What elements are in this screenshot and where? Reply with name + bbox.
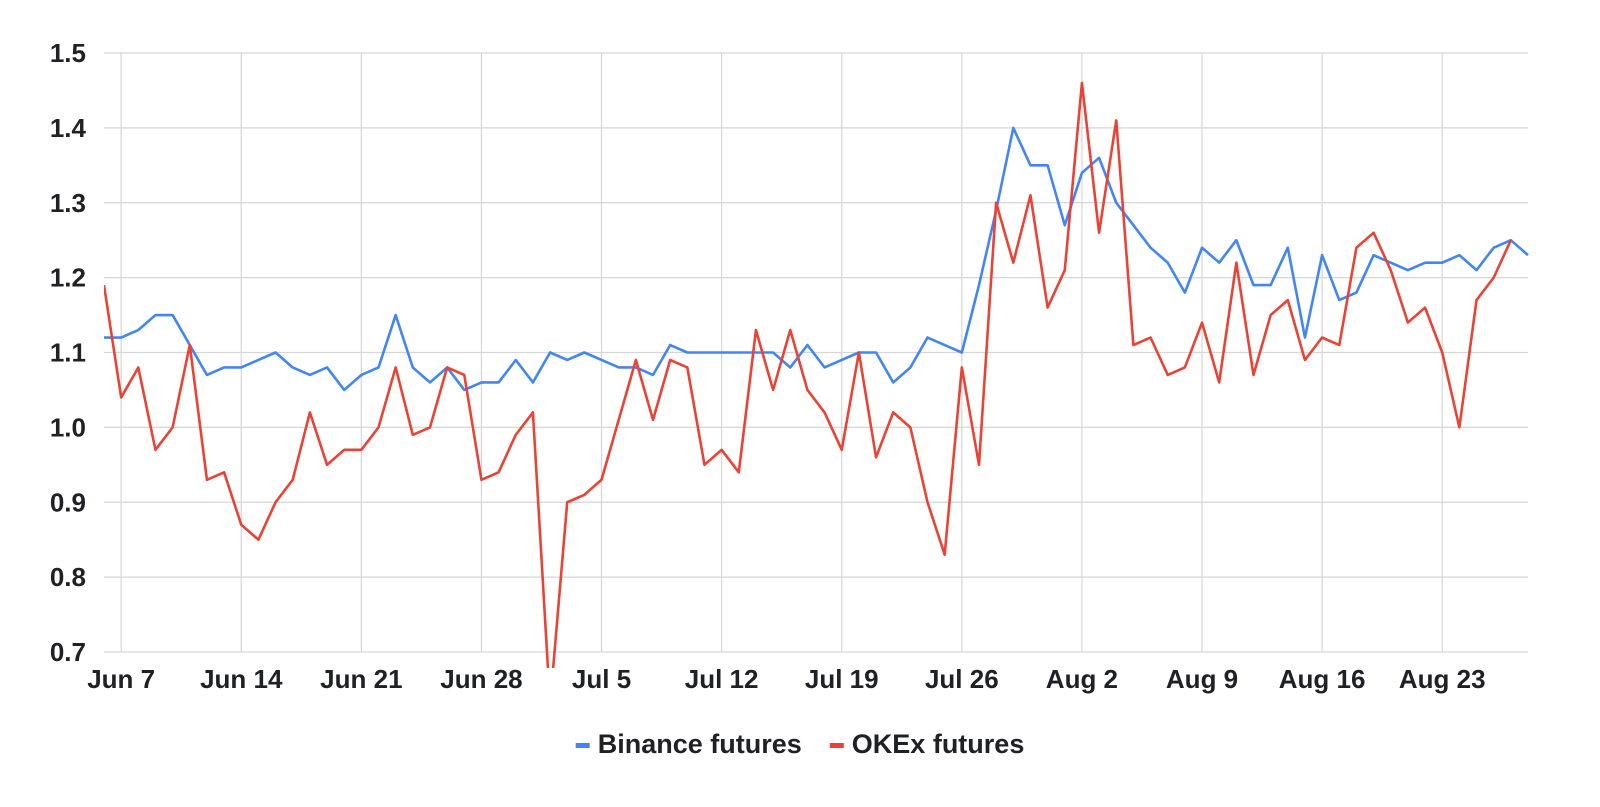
x-tick-label: Aug 2: [1046, 664, 1118, 694]
series-line-okex-futures: [104, 81, 1513, 668]
y-tick-label: 0.9: [50, 487, 86, 517]
x-axis-ticks: Jun 7 Jun 14 Jun 21 Jun 28 Jul 5 Jul 12 Jul 19…: [87, 664, 1485, 694]
y-tick-label: 1.1: [50, 338, 86, 368]
y-axis-ticks: 0.7 0.8 0.9 1.0 1.1 1.2 1.3 1.4 1.5: [50, 38, 87, 667]
x-tick-label: Aug 23: [1399, 664, 1486, 694]
legend-label: OKEx futures: [852, 729, 1025, 759]
x-tick-label: Jul 26: [925, 664, 999, 694]
x-tick-label: Jun 28: [440, 664, 522, 694]
y-tick-label: 0.7: [50, 637, 86, 667]
legend-swatch: [575, 743, 590, 748]
x-tick-label: Jun 7: [87, 664, 155, 694]
y-tick-label: 1.5: [50, 38, 86, 68]
x-tick-label: Jul 5: [572, 664, 631, 694]
legend-label: Binance futures: [598, 729, 802, 759]
legend-swatch: [829, 743, 844, 748]
y-tick-label: 1.4: [50, 113, 87, 143]
series-line-binance-futures: [104, 126, 1529, 392]
x-tick-label: Jul 19: [805, 664, 879, 694]
x-tick-label: Aug 16: [1279, 664, 1366, 694]
x-tick-label: Aug 9: [1166, 664, 1238, 694]
y-tick-label: 1.3: [50, 188, 86, 218]
y-tick-label: 1.0: [50, 412, 86, 442]
legend: Binance futures OKEx futures: [575, 729, 1025, 759]
legend-item: OKEx futures: [829, 729, 1025, 759]
series-lines: [104, 81, 1529, 668]
gridlines: [104, 52, 1528, 653]
x-tick-label: Jul 12: [685, 664, 759, 694]
y-tick-label: 1.2: [50, 263, 86, 293]
x-tick-label: Jun 21: [320, 664, 402, 694]
x-tick-label: Jun 14: [200, 664, 283, 694]
legend-item: Binance futures: [575, 729, 802, 759]
y-tick-label: 0.8: [50, 562, 86, 592]
